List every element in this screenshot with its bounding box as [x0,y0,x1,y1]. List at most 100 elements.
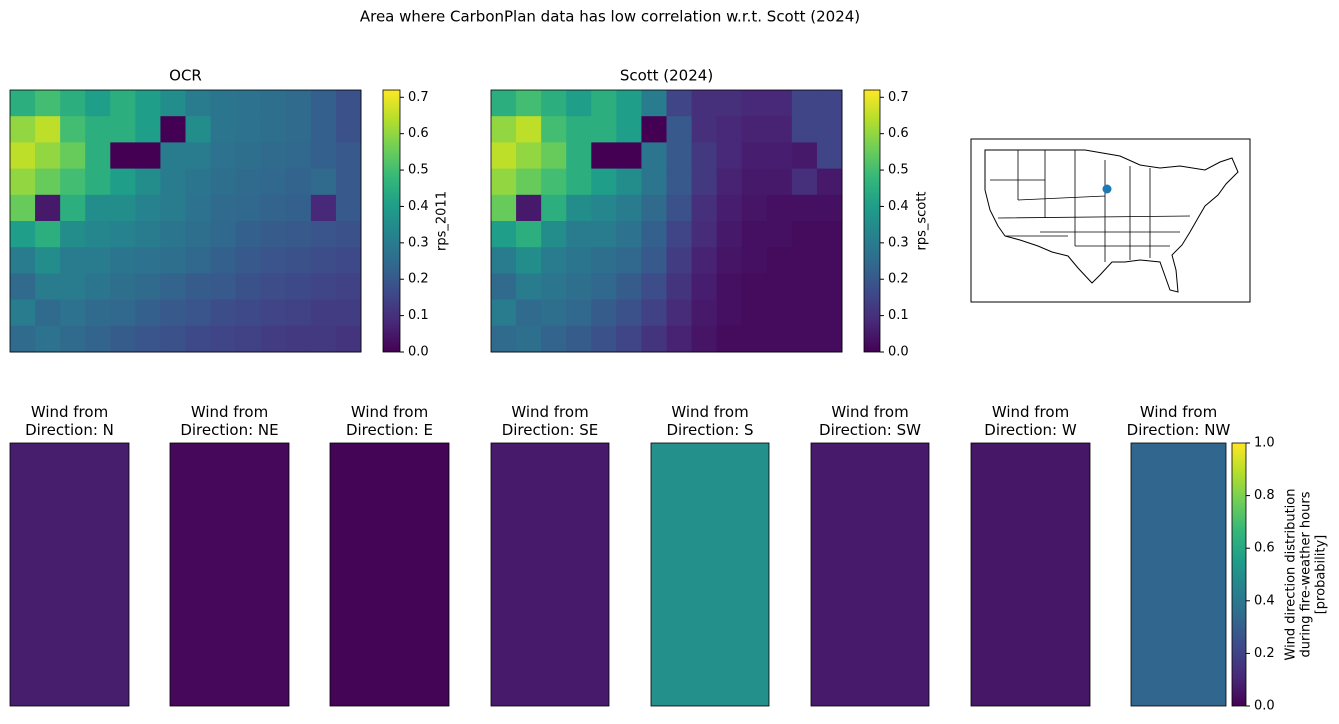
heatmap-cell [185,273,212,301]
heatmap-cell [85,116,111,143]
heatmap-cell [135,142,161,170]
wind-tile [970,442,1091,707]
wind-tile [490,442,610,707]
heatmap-cell [335,90,362,117]
heatmap-cell [566,325,592,353]
heatmap-cell [285,221,312,248]
heatmap-cell [60,299,86,327]
heatmap-cell [666,116,693,143]
heatmap-cell [185,168,212,196]
heatmap-cell [210,221,237,248]
heatmap-cell [310,325,337,353]
heatmap-cell [210,325,237,353]
heatmap-cell [260,168,287,196]
heatmap-cell [766,299,793,327]
panel-title: Wind from Direction: SW [819,403,921,439]
heatmap-cell [791,90,818,117]
heatmap-cell [110,194,136,222]
heatmap-cell [310,90,337,117]
heatmap-cell [766,247,793,274]
colorbar [382,89,401,353]
heatmap-cell [160,142,186,170]
colorbar-tick-label: 1.0 [1254,436,1275,451]
heatmap-cell [10,142,36,170]
heatmap-cell [791,194,818,222]
heatmap-cell [816,247,843,274]
heatmap-cell [816,299,843,327]
panel-title: Wind from Direction: W [984,403,1077,439]
heatmap-cell [716,90,743,117]
heatmap-cell [566,142,592,170]
heatmap-cell [135,194,161,222]
heatmap-cell [716,299,743,327]
heatmap-cell [766,221,793,248]
heatmap-cell [616,168,642,196]
colorbar-tick-label: 0.6 [408,126,429,141]
heatmap-cell [816,142,843,170]
heatmap-cell [816,116,843,143]
heatmap-cell [135,325,161,353]
heatmap-cell [285,325,312,353]
heatmap-cell [641,273,667,301]
heatmap-cell [160,299,186,327]
heatmap-cell [235,221,262,248]
heatmap-cell [566,273,592,301]
heatmap-cell [766,90,793,117]
heatmap-cell [85,299,111,327]
colorbar-tick-label: 0.3 [408,235,429,250]
heatmap-cell [135,90,161,117]
heatmap-cell [741,116,768,143]
heatmap-cell [185,325,212,353]
heatmap-cell [285,168,312,196]
heatmap-cell [566,90,592,117]
heatmap-cell [791,325,818,353]
heatmap-cell [285,194,312,222]
heatmap-cell [666,142,693,170]
heatmap-cell [491,299,517,327]
heatmap-cell [816,273,843,301]
colorbar-tick-label: 0.1 [408,308,429,323]
heatmap-cell [541,90,567,117]
heatmap-cell [285,142,312,170]
heatmap-cell [491,247,517,274]
panel-title: OCR [169,67,202,85]
heatmap-cell [716,116,743,143]
heatmap-cell [591,116,617,143]
heatmap-cell [541,325,567,353]
heatmap-cell [310,168,337,196]
heatmap-cell [641,142,667,170]
heatmap-cell [10,116,36,143]
heatmap-cell [666,247,693,274]
colorbar-tick-label: 0.2 [888,272,909,287]
heatmap-cell [541,299,567,327]
heatmap-cell [816,90,843,117]
heatmap-cell [10,90,36,117]
heatmap-cell [616,299,642,327]
heatmap-cell [35,247,61,274]
panel-title: Wind from Direction: E [345,403,434,439]
heatmap-cell [691,90,718,117]
heatmap-cell [591,168,617,196]
heatmap-cell [691,168,718,196]
heatmap-cell [666,325,693,353]
heatmap-cell [185,116,212,143]
heatmap-cell [285,247,312,274]
colorbar-tick-label: 0.7 [888,90,909,105]
heatmap-cell [135,299,161,327]
heatmap-cell [335,299,362,327]
heatmap-cell [666,90,693,117]
heatmap-cell [516,325,542,353]
heatmap-cell [60,142,86,170]
heatmap-cell [310,299,337,327]
heatmap-cell [641,221,667,248]
heatmap-cell [85,90,111,117]
heatmap-cell [516,90,542,117]
heatmap-cell [260,194,287,222]
heatmap-cell [616,142,642,170]
wind-tile [329,442,450,707]
heatmap-cell [235,194,262,222]
panel-title: Wind from Direction: SE [501,403,599,439]
heatmap-cell [691,142,718,170]
heatmap-cell [110,168,136,196]
heatmap-cell [10,247,36,274]
